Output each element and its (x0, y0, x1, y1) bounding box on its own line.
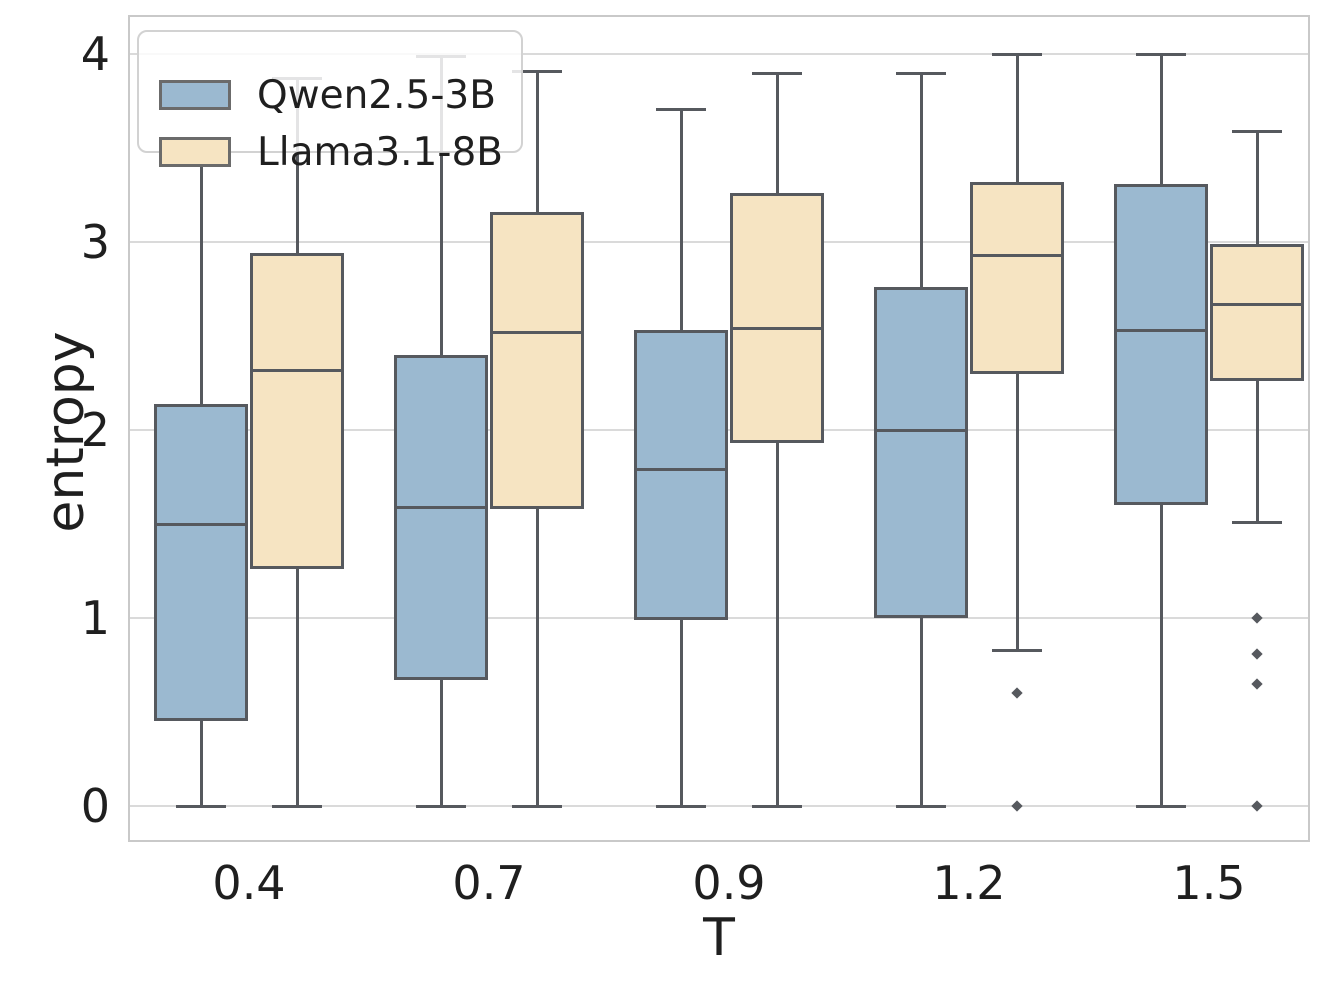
x-tick-label-1.5: 1.5 (1172, 856, 1246, 910)
box-Qwen2.5-3B-1.5 (1114, 183, 1208, 506)
whisker-cap-lower-Llama3.1-8B-0.4 (272, 805, 322, 808)
whisker-lower-Qwen2.5-3B-0.9 (680, 619, 683, 806)
legend-entry-llama: Llama3.1-8B (159, 129, 504, 175)
whisker-cap-upper-Llama3.1-8B-0.9 (752, 71, 802, 75)
whisker-cap-lower-Llama3.1-8B-0.7 (512, 805, 562, 808)
whisker-lower-Qwen2.5-3B-1.5 (1160, 505, 1163, 806)
median-Qwen2.5-3B-0.9 (634, 468, 728, 472)
x-tick-label-0.7: 0.7 (452, 856, 526, 910)
median-Qwen2.5-3B-1.5 (1114, 329, 1208, 333)
whisker-lower-Llama3.1-8B-1.5 (1256, 381, 1259, 523)
whisker-cap-lower-Llama3.1-8B-1.2 (992, 648, 1042, 652)
whisker-upper-Llama3.1-8B-0.9 (776, 72, 779, 194)
box-Llama3.1-8B-0.9 (730, 193, 824, 444)
box-Llama3.1-8B-1.2 (970, 181, 1064, 374)
whisker-cap-upper-Llama3.1-8B-1.2 (992, 53, 1042, 56)
whisker-cap-lower-Qwen2.5-3B-0.7 (416, 805, 466, 808)
whisker-upper-Qwen2.5-3B-0.7 (440, 55, 443, 355)
legend-entry-qwen: Qwen2.5-3B (159, 72, 496, 118)
whisker-upper-Llama3.1-8B-1.5 (1256, 131, 1259, 244)
whisker-lower-Llama3.1-8B-0.7 (536, 508, 539, 806)
box-Llama3.1-8B-0.7 (490, 211, 584, 509)
median-Llama3.1-8B-1.5 (1210, 303, 1304, 307)
box-Qwen2.5-3B-1.2 (874, 287, 968, 618)
legend: Qwen2.5-3B Llama3.1-8B (137, 30, 523, 172)
median-Qwen2.5-3B-1.2 (874, 429, 968, 432)
y-tick-label-1: 1 (80, 591, 110, 645)
whisker-cap-upper-Llama3.1-8B-0.7 (512, 69, 562, 73)
whisker-upper-Llama3.1-8B-0.4 (296, 78, 299, 254)
whisker-lower-Qwen2.5-3B-0.4 (200, 721, 203, 806)
gridline-y-3 (130, 241, 1308, 243)
median-Qwen2.5-3B-0.7 (394, 506, 488, 510)
whisker-cap-lower-Qwen2.5-3B-0.4 (176, 805, 226, 808)
median-Llama3.1-8B-1.2 (970, 254, 1064, 258)
box-Llama3.1-8B-1.5 (1210, 243, 1304, 382)
y-tick-label-0: 0 (80, 779, 110, 833)
whisker-upper-Llama3.1-8B-0.7 (536, 70, 539, 212)
median-Llama3.1-8B-0.7 (490, 331, 584, 335)
whisker-cap-lower-Qwen2.5-3B-1.2 (896, 805, 946, 808)
whisker-upper-Qwen2.5-3B-0.4 (200, 153, 203, 404)
gridline-y-0 (130, 805, 1308, 807)
whisker-lower-Llama3.1-8B-1.2 (1016, 373, 1019, 650)
box-Qwen2.5-3B-0.9 (634, 330, 728, 620)
whisker-cap-upper-Llama3.1-8B-1.5 (1232, 130, 1282, 134)
whisker-upper-Qwen2.5-3B-1.5 (1160, 54, 1163, 184)
legend-swatch-qwen (159, 80, 231, 110)
y-axis-title: entropy (36, 331, 96, 533)
whisker-cap-upper-Qwen2.5-3B-0.9 (656, 107, 706, 111)
median-Qwen2.5-3B-0.4 (154, 523, 248, 526)
box-Llama3.1-8B-0.4 (250, 253, 344, 570)
whisker-cap-lower-Llama3.1-8B-1.5 (1232, 521, 1282, 525)
whisker-cap-lower-Qwen2.5-3B-1.5 (1136, 805, 1186, 808)
whisker-cap-upper-Qwen2.5-3B-1.5 (1136, 53, 1186, 56)
box-Qwen2.5-3B-0.7 (394, 354, 488, 681)
whisker-lower-Qwen2.5-3B-1.2 (920, 618, 923, 806)
whisker-lower-Llama3.1-8B-0.4 (296, 569, 299, 806)
median-Llama3.1-8B-0.4 (250, 368, 344, 372)
whisker-upper-Llama3.1-8B-1.2 (1016, 54, 1019, 182)
whisker-cap-upper-Qwen2.5-3B-1.2 (896, 71, 946, 75)
legend-label-llama: Llama3.1-8B (257, 129, 504, 175)
y-tick-label-3: 3 (80, 215, 110, 269)
whisker-cap-lower-Qwen2.5-3B-0.9 (656, 805, 706, 808)
whisker-lower-Qwen2.5-3B-0.7 (440, 680, 443, 806)
whisker-upper-Qwen2.5-3B-1.2 (920, 72, 923, 288)
whisker-upper-Qwen2.5-3B-0.9 (680, 108, 683, 331)
median-Llama3.1-8B-0.9 (730, 327, 824, 331)
y-tick-label-4: 4 (80, 27, 110, 81)
legend-label-qwen: Qwen2.5-3B (257, 72, 496, 118)
legend-swatch-llama (159, 137, 231, 167)
y-tick-label-2: 2 (80, 403, 110, 457)
whisker-cap-lower-Llama3.1-8B-0.9 (752, 805, 802, 808)
x-tick-label-0.4: 0.4 (212, 856, 286, 910)
x-tick-label-0.9: 0.9 (692, 856, 766, 910)
x-axis-title: T (703, 908, 735, 968)
gridline-y-4 (130, 53, 1308, 55)
x-tick-label-1.2: 1.2 (932, 856, 1006, 910)
box-Qwen2.5-3B-0.4 (154, 403, 248, 722)
whisker-lower-Llama3.1-8B-0.9 (776, 443, 779, 806)
